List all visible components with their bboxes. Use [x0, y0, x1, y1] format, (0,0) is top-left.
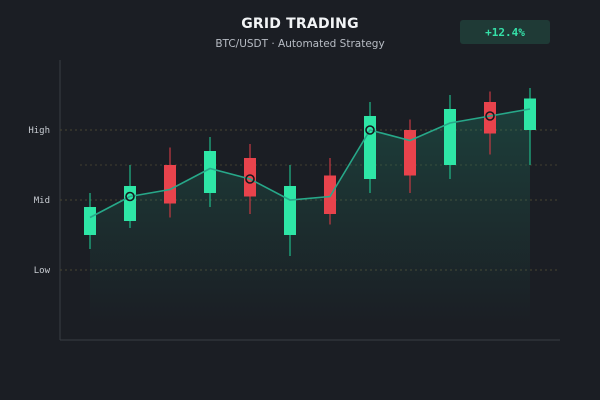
- trend-marker: [125, 191, 135, 202]
- trend-area: [90, 109, 530, 325]
- candle: [204, 137, 216, 207]
- candle-body-bullish: [84, 207, 96, 235]
- candle-body-bullish: [524, 98, 536, 130]
- candle: [164, 147, 176, 218]
- candle-body-bullish: [284, 186, 296, 235]
- candle-body-bearish: [244, 158, 256, 197]
- candle: [524, 88, 536, 165]
- candle: [324, 158, 336, 225]
- trend-marker: [485, 111, 495, 121]
- candle-body-bearish: [324, 175, 336, 214]
- line-layer: [89, 108, 531, 219]
- candle: [484, 91, 496, 155]
- trend-marker: [245, 174, 255, 184]
- trend-marker: [365, 125, 375, 135]
- y-tick-label-mid: Mid: [34, 196, 50, 206]
- candle: [404, 119, 416, 193]
- candle-body-bullish: [444, 109, 456, 165]
- candle: [84, 193, 96, 249]
- y-tick-label-low: Low: [34, 266, 51, 276]
- candle-body-bullish: [124, 186, 136, 221]
- label-layer: High Mid Low: [28, 126, 50, 276]
- performance-badge: +12.4%: [460, 20, 550, 44]
- chart-title: GRID TRADING: [241, 16, 359, 32]
- candle-body-bearish: [484, 102, 496, 134]
- y-tick-label-high: High: [28, 126, 50, 136]
- trend-line: [89, 108, 531, 219]
- candle-body-bullish: [204, 151, 216, 193]
- candle-body-bearish: [164, 165, 176, 204]
- candle-body-bearish: [404, 130, 416, 176]
- chart-subtitle: BTC/USDT · Automated Strategy: [215, 38, 385, 50]
- area-layer: [90, 109, 530, 325]
